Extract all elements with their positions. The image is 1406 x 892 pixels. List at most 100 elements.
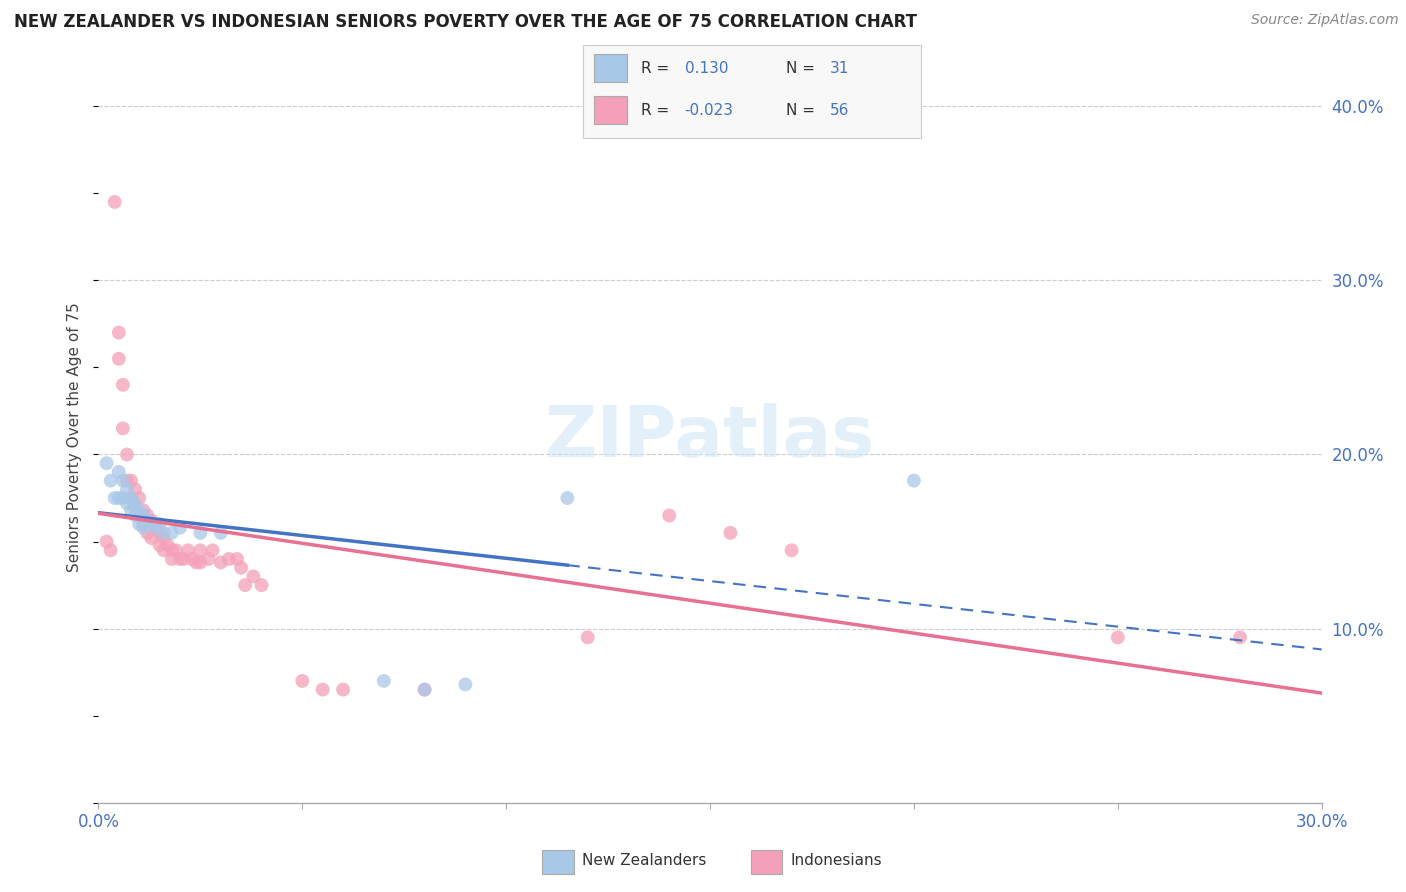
Point (136, 525, 159, 540)
Point (96, 456, 118, 470)
Point (132, 517, 155, 532)
Point (141, 514, 163, 528)
Text: Source: ZipAtlas.com: Source: ZipAtlas.com (1251, 13, 1399, 28)
Point (120, 491, 142, 505)
Point (160, 552, 183, 566)
Point (111, 377, 134, 392)
Text: Indonesians: Indonesians (790, 854, 882, 868)
Point (250, 578, 273, 592)
Point (197, 552, 219, 566)
Text: R =: R = (641, 103, 669, 118)
Point (145, 521, 167, 535)
Bar (593, 54, 627, 82)
Point (141, 517, 163, 532)
Point (128, 508, 150, 523)
Point (186, 556, 208, 570)
Point (454, 677, 477, 691)
Point (124, 500, 146, 514)
Point (104, 491, 127, 505)
Point (124, 483, 146, 497)
Point (120, 503, 142, 517)
Point (201, 543, 224, 558)
Point (903, 474, 925, 488)
Point (115, 474, 138, 488)
Point (188, 525, 212, 540)
Point (108, 491, 131, 505)
Point (108, 351, 131, 366)
Point (111, 421, 134, 435)
Point (132, 521, 155, 535)
Point (160, 543, 183, 558)
Text: 31: 31 (830, 61, 849, 76)
Point (156, 538, 179, 552)
Point (124, 508, 146, 523)
Point (291, 673, 314, 688)
Point (177, 543, 200, 558)
Point (132, 503, 155, 517)
Text: NEW ZEALANDER VS INDONESIAN SENIORS POVERTY OVER THE AGE OF 75 CORRELATION CHART: NEW ZEALANDER VS INDONESIAN SENIORS POVE… (14, 13, 917, 31)
Y-axis label: Seniors Poverty Over the Age of 75: Seniors Poverty Over the Age of 75 (67, 302, 83, 572)
Point (120, 474, 142, 488)
Point (128, 517, 150, 532)
Point (413, 682, 436, 697)
Point (132, 508, 155, 523)
Point (169, 521, 191, 535)
Point (165, 543, 187, 558)
Point (188, 543, 212, 558)
Point (233, 578, 256, 592)
Point (141, 531, 163, 545)
Text: N =: N = (786, 61, 815, 76)
Point (1107, 631, 1129, 645)
Point (152, 543, 174, 558)
Point (373, 673, 395, 688)
Point (242, 569, 264, 583)
Bar (543, 849, 574, 874)
Point (181, 552, 204, 566)
Point (413, 682, 436, 697)
Point (128, 503, 150, 517)
Point (115, 483, 138, 497)
Point (1229, 631, 1251, 645)
Point (658, 508, 681, 523)
Point (152, 525, 174, 540)
Point (115, 448, 138, 462)
Point (152, 531, 174, 545)
Point (149, 538, 172, 552)
Point (209, 556, 232, 570)
Point (136, 508, 159, 523)
Bar (751, 849, 782, 874)
Point (100, 543, 122, 558)
Text: ZIPatlas: ZIPatlas (546, 402, 875, 472)
Point (173, 552, 195, 566)
Point (218, 552, 240, 566)
Text: -0.023: -0.023 (685, 103, 734, 118)
Text: New Zealanders: New Zealanders (582, 854, 706, 868)
Point (231, 560, 253, 574)
Point (780, 543, 803, 558)
Point (136, 514, 159, 528)
Point (312, 682, 335, 697)
Point (115, 496, 138, 510)
Point (557, 491, 579, 505)
Point (145, 521, 167, 535)
Point (108, 326, 131, 340)
Point (188, 556, 212, 570)
Point (576, 631, 599, 645)
Point (111, 474, 134, 488)
Point (332, 682, 354, 697)
Point (720, 525, 742, 540)
Text: 56: 56 (830, 103, 849, 118)
Point (108, 465, 131, 479)
Text: R =: R = (641, 61, 669, 76)
Point (128, 491, 150, 505)
Point (149, 525, 172, 540)
Point (169, 552, 191, 566)
Point (104, 194, 127, 209)
Point (120, 491, 142, 505)
Point (96, 534, 118, 549)
Point (100, 474, 122, 488)
Text: N =: N = (786, 103, 815, 118)
Point (226, 552, 249, 566)
Point (111, 491, 134, 505)
Point (160, 525, 183, 540)
